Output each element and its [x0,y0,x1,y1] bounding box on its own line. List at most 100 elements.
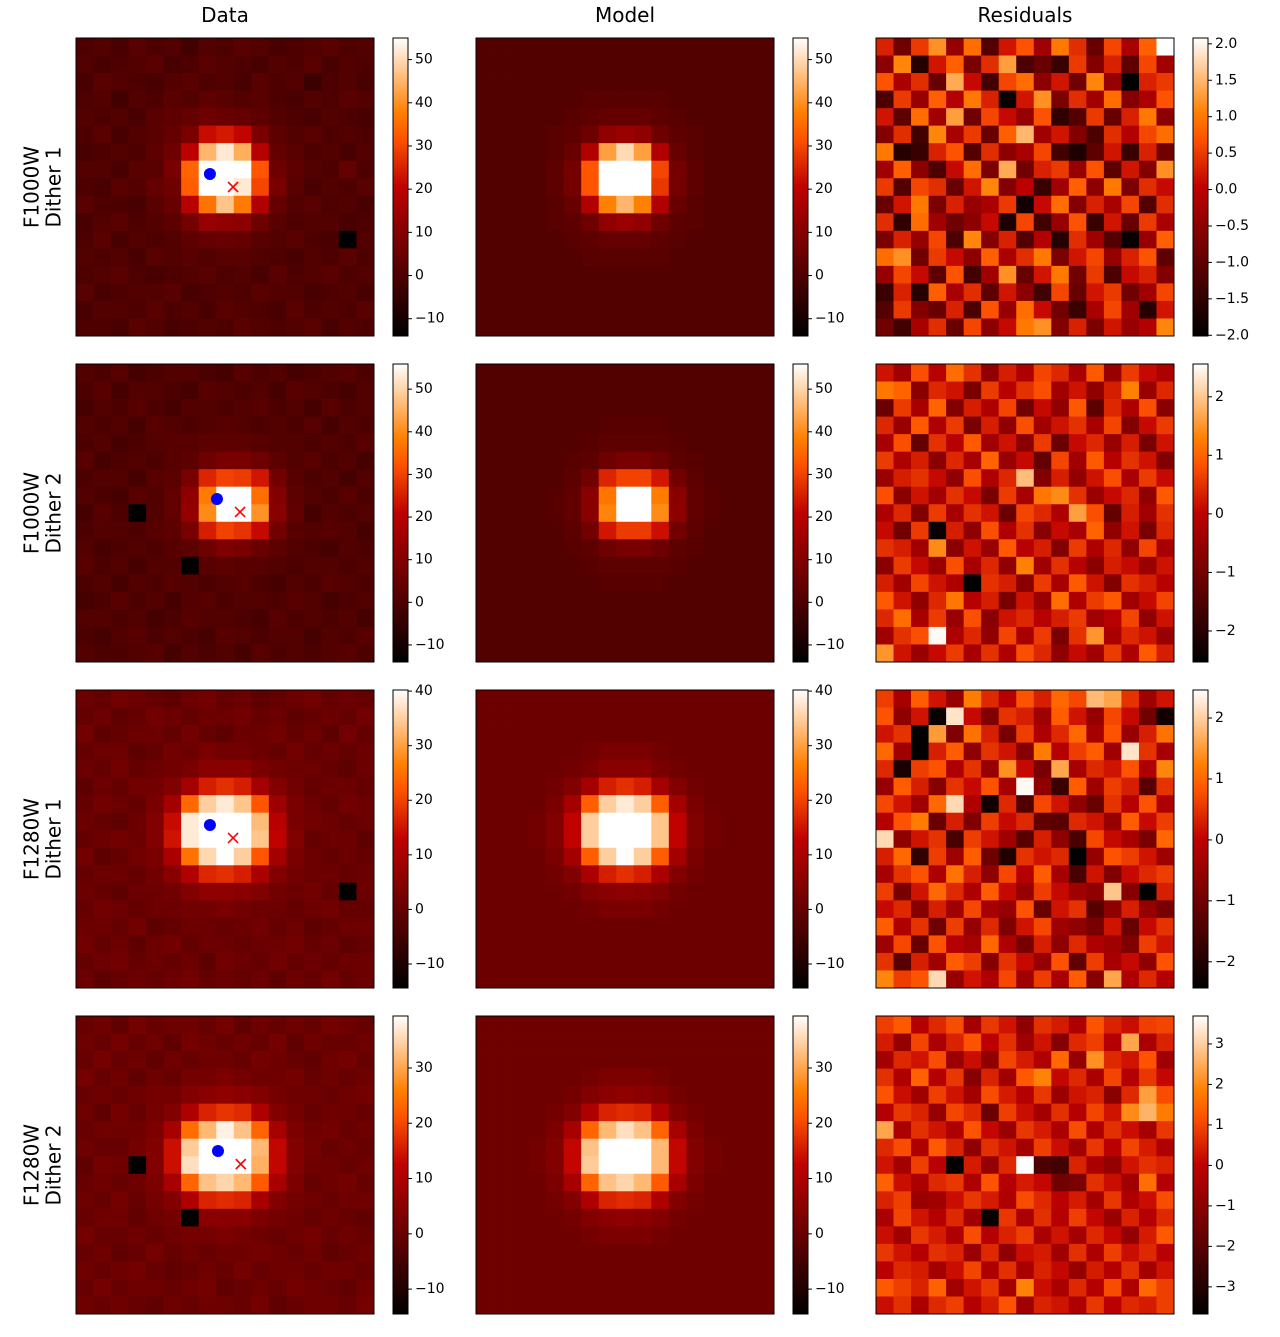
cell [338,416,357,435]
cell [686,591,705,610]
cell [546,690,565,708]
cell [1016,690,1035,708]
cell [268,451,287,470]
cell [616,1261,635,1280]
cell [563,1191,582,1210]
cell [1068,574,1087,593]
cell [198,725,217,743]
cell [563,556,582,575]
cell [668,364,687,382]
cell [1068,882,1087,901]
cell [686,1086,705,1105]
cell [981,539,1000,558]
cell [616,644,635,663]
cell [738,777,757,796]
cell [563,486,582,505]
cell [493,248,512,267]
cell [928,381,947,400]
cell [668,318,687,337]
cell [616,73,635,91]
cell [963,952,982,971]
cell [686,160,705,179]
cell [76,795,94,814]
cell [1068,935,1087,954]
cell [511,1103,529,1122]
cell [581,1051,600,1069]
cell [981,451,1000,470]
cell [1016,399,1035,417]
cell [93,707,112,726]
cell [303,1068,322,1087]
cell [1086,55,1105,74]
cell [598,707,617,726]
cell [911,1068,929,1087]
cell [1016,283,1035,302]
cell [111,248,129,267]
cell [128,1033,147,1052]
colorbar [1192,689,1209,989]
cell [181,504,200,523]
cell [511,725,529,743]
cell [1068,795,1087,814]
cell [111,742,129,761]
cell [721,644,740,663]
cell [616,556,635,575]
cell [1051,707,1070,726]
cell [998,556,1017,575]
cell [738,300,757,319]
cell [546,230,565,249]
cell [876,795,894,814]
cell [721,539,740,558]
cell [181,1033,200,1052]
cell [703,38,722,56]
cell [76,213,94,232]
cell [163,644,182,663]
cell [511,230,529,249]
cell [111,882,129,901]
cell [493,917,512,936]
colorbar-tick-label: 0 [1215,1157,1224,1173]
cell [616,486,635,505]
cell [998,1103,1017,1122]
cell [668,644,687,663]
cell [216,399,235,417]
cell [93,1296,112,1315]
cell [198,1296,217,1315]
cell [216,521,235,540]
cell [946,521,965,540]
cell [668,451,687,470]
cell [756,1103,775,1122]
cell [563,626,582,645]
cell [198,265,217,284]
cell [93,434,112,453]
cell [321,1191,340,1210]
cell [476,1051,494,1069]
cell [563,1068,582,1087]
cell [1051,539,1070,558]
cell [111,521,129,540]
cell [756,609,775,628]
cell [616,230,635,249]
cell [111,556,129,575]
cell [76,626,94,645]
cell [528,690,547,708]
cell [893,300,912,319]
cell [528,125,547,144]
cell [616,125,635,144]
cell [721,830,740,849]
cell [963,143,982,162]
cell [163,300,182,319]
cell [268,1243,287,1262]
cell [876,143,894,162]
cell [251,125,270,144]
cell [163,195,182,214]
cell [598,318,617,337]
cell [493,882,512,901]
cell [893,725,912,743]
colorbar-tick-label: 30 [815,738,833,754]
cell [911,318,929,337]
cell [1121,1173,1140,1192]
cell [476,1191,494,1210]
cell [93,1068,112,1087]
cell [546,38,565,56]
